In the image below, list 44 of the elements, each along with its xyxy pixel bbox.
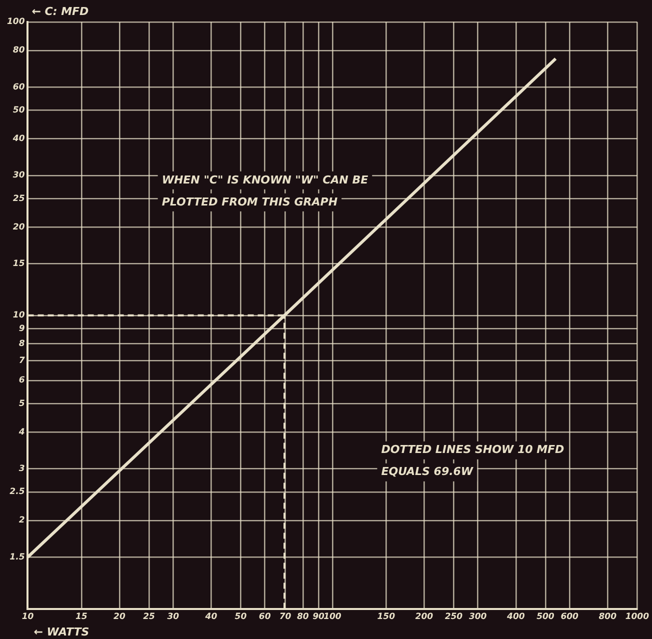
y-tick-label: 6 bbox=[18, 376, 25, 386]
y-tick-label: 80 bbox=[12, 46, 25, 56]
x-tick-label: 25 bbox=[143, 612, 155, 622]
x-tick-label: 15 bbox=[75, 612, 88, 622]
x-tick-label: 40 bbox=[204, 612, 218, 622]
x-tick-label: 800 bbox=[598, 612, 617, 622]
y-tick-label: 20 bbox=[12, 222, 25, 232]
x-tick-label: 50 bbox=[234, 612, 247, 622]
x-tick-label: 400 bbox=[506, 612, 525, 622]
y-tick-label: 5 bbox=[18, 398, 25, 409]
x-tick-label: 60 bbox=[258, 612, 271, 622]
y-tick-label: 25 bbox=[12, 194, 25, 204]
y-tick-label: 1.5 bbox=[10, 552, 25, 562]
y-axis-title: ← C: MFD bbox=[32, 4, 89, 18]
y-tick-label: 40 bbox=[12, 134, 25, 144]
x-axis-title: ← WATTS bbox=[34, 626, 90, 639]
x-tick-label: 100 bbox=[324, 612, 342, 622]
x-tick-label: 30 bbox=[167, 612, 180, 622]
y-tick-label: 50 bbox=[12, 106, 25, 116]
annotation: WHEN "C" IS KNOWN "W" CAN BE PLOTTED FROM THIS GRAPH bbox=[162, 173, 369, 208]
y-tick-label: 4 bbox=[18, 427, 25, 438]
y-tick-label: 10 bbox=[12, 310, 25, 321]
x-tick-label: 20 bbox=[114, 612, 126, 622]
x-tick-label: 150 bbox=[377, 612, 396, 622]
x-tick-label: 300 bbox=[468, 612, 487, 622]
y-tick-label: 9 bbox=[18, 324, 25, 334]
y-tick-label: 7 bbox=[18, 356, 25, 366]
x-tick-label: 600 bbox=[560, 612, 579, 622]
y-tick-label: 3 bbox=[18, 464, 25, 474]
y-tick-label: 2 bbox=[18, 516, 25, 526]
y-tick-label: 2.5 bbox=[10, 487, 25, 498]
x-tick-label: 500 bbox=[536, 612, 554, 622]
y-tick-label: 100 bbox=[6, 17, 25, 28]
y-tick-label: 15 bbox=[12, 258, 25, 269]
y-tick-label: 8 bbox=[18, 339, 25, 350]
x-tick-label: 70 bbox=[279, 612, 292, 622]
y-tick-label: 30 bbox=[12, 170, 25, 181]
annotation: DOTTED LINES SHOW 10 MFD EQUALS 69.6W bbox=[381, 443, 564, 478]
x-tick-label: 200 bbox=[415, 612, 434, 622]
y-tick-label: 60 bbox=[12, 82, 25, 92]
x-tick-label: 1000 bbox=[625, 612, 650, 622]
x-tick-label: 80 bbox=[297, 612, 309, 622]
x-tick-label: 90 bbox=[312, 612, 325, 622]
x-tick-label: 250 bbox=[444, 612, 463, 622]
